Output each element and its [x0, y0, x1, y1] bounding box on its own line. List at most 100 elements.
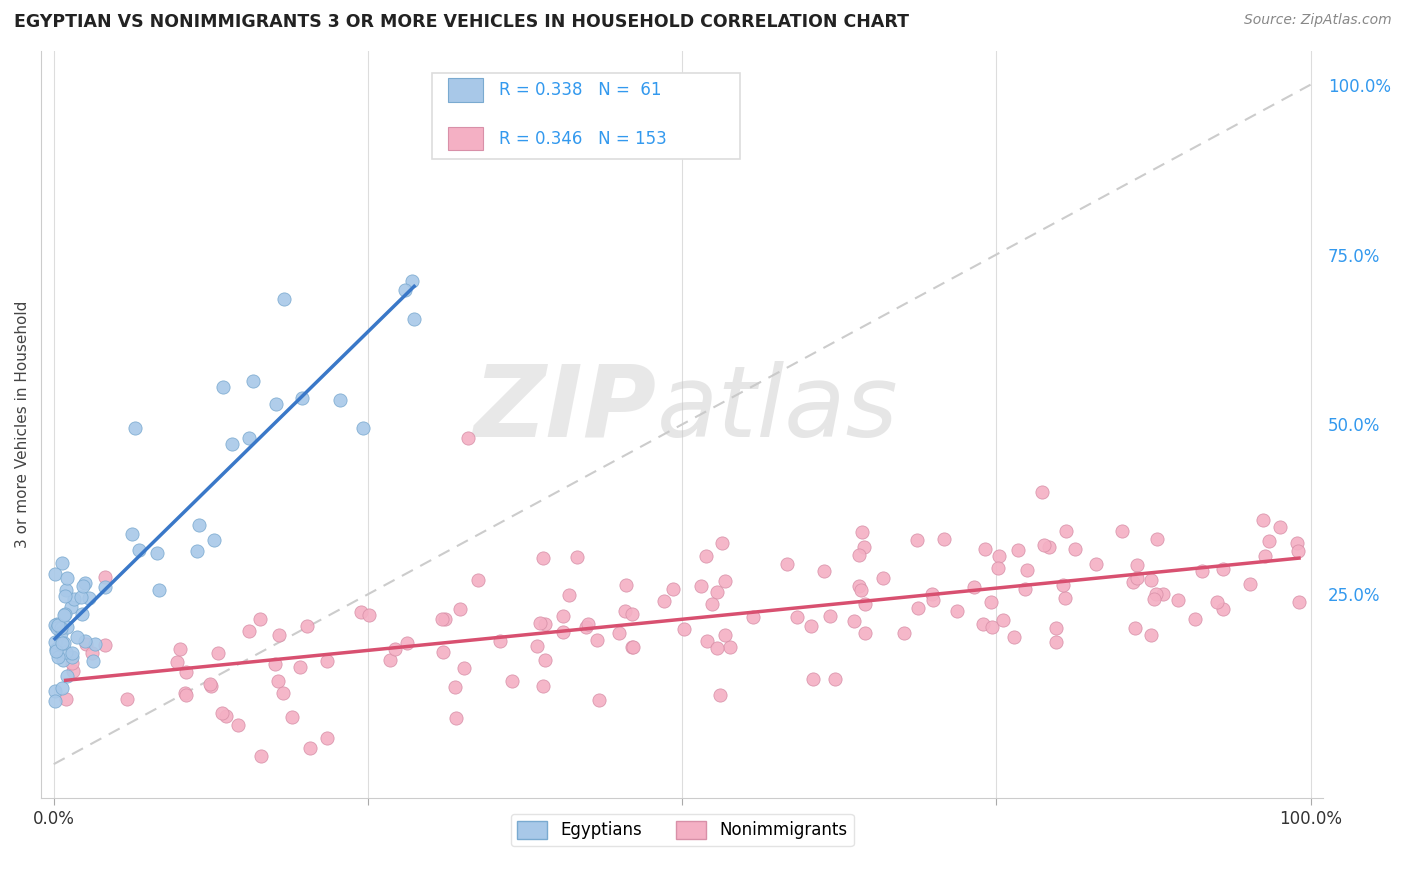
Point: [921, 592, 943, 607]
Point: [52, 635, 75, 649]
Point: [654, 594, 676, 608]
Point: [62, 592, 84, 607]
Point: [1126, 571, 1149, 585]
Point: [55, 582, 77, 597]
Point: [394, 283, 416, 297]
Point: [449, 601, 471, 615]
Point: [1111, 524, 1133, 539]
Point: [269, 628, 291, 642]
Point: [328, 393, 350, 408]
Point: [56, 669, 79, 683]
Point: [60, 600, 83, 615]
Point: [56, 620, 79, 634]
Point: [291, 391, 314, 405]
Point: [893, 625, 915, 640]
Point: [690, 579, 713, 593]
Point: [401, 274, 423, 288]
Point: [1288, 595, 1310, 609]
Point: [94, 569, 117, 583]
Point: [44, 567, 66, 582]
Point: [588, 693, 610, 707]
Point: [357, 607, 380, 622]
Point: [706, 585, 728, 599]
Point: [166, 655, 188, 669]
Point: [404, 312, 426, 326]
FancyBboxPatch shape: [432, 73, 740, 159]
Point: [1007, 543, 1029, 558]
Point: [662, 582, 685, 596]
Point: [238, 624, 260, 638]
Point: [44, 634, 66, 648]
Point: [198, 676, 221, 690]
Point: [77, 591, 100, 605]
Point: [44, 683, 66, 698]
Point: [350, 605, 373, 619]
Point: [221, 437, 243, 451]
Point: [607, 626, 630, 640]
Point: [551, 608, 574, 623]
Point: [207, 646, 229, 660]
Point: [73, 575, 96, 590]
Point: [533, 653, 555, 667]
Point: [264, 397, 287, 411]
Point: [49, 637, 72, 651]
Text: Source: ZipAtlas.com: Source: ZipAtlas.com: [1244, 13, 1392, 28]
Point: [60, 657, 83, 671]
Point: [1239, 577, 1261, 591]
Point: [352, 420, 374, 434]
Point: [1045, 634, 1067, 648]
Point: [1254, 549, 1277, 563]
Point: [187, 517, 209, 532]
Point: [93, 580, 115, 594]
Point: [585, 632, 607, 647]
Point: [250, 749, 273, 764]
Point: [280, 710, 302, 724]
Point: [60, 649, 83, 664]
Text: ZIP: ZIP: [474, 361, 657, 458]
Point: [176, 665, 198, 680]
Point: [531, 679, 554, 693]
Point: [1014, 582, 1036, 596]
Point: [526, 639, 548, 653]
Point: [70, 607, 93, 621]
Point: [1152, 587, 1174, 601]
Point: [1033, 538, 1056, 552]
Point: [49, 626, 72, 640]
Point: [211, 706, 233, 720]
Point: [249, 612, 271, 626]
Point: [1125, 558, 1147, 573]
Point: [855, 598, 877, 612]
Point: [45, 642, 67, 657]
Point: [83, 637, 105, 651]
Point: [1251, 512, 1274, 526]
Point: [565, 549, 588, 564]
Point: [558, 588, 581, 602]
Point: [45, 644, 67, 658]
Point: [124, 421, 146, 435]
Point: [200, 680, 222, 694]
Point: [1184, 612, 1206, 626]
Point: [174, 688, 197, 702]
Legend: Egyptians, Nonimmigrants: Egyptians, Nonimmigrants: [510, 814, 853, 846]
Point: [263, 657, 285, 671]
Point: [991, 613, 1014, 627]
Point: [1258, 533, 1281, 548]
Point: [299, 741, 322, 756]
Point: [457, 431, 479, 445]
Bar: [447, 78, 484, 102]
Point: [1054, 591, 1077, 605]
Point: [226, 718, 249, 732]
Point: [853, 626, 876, 640]
Point: [700, 598, 723, 612]
Point: [117, 692, 139, 706]
Point: [75, 637, 97, 651]
Point: [489, 634, 512, 648]
Point: [776, 558, 799, 572]
Point: [1045, 621, 1067, 635]
Point: [271, 685, 294, 699]
Point: [1270, 519, 1292, 533]
Point: [972, 617, 994, 632]
Point: [710, 535, 733, 549]
Bar: [447, 127, 484, 150]
Point: [202, 533, 225, 547]
